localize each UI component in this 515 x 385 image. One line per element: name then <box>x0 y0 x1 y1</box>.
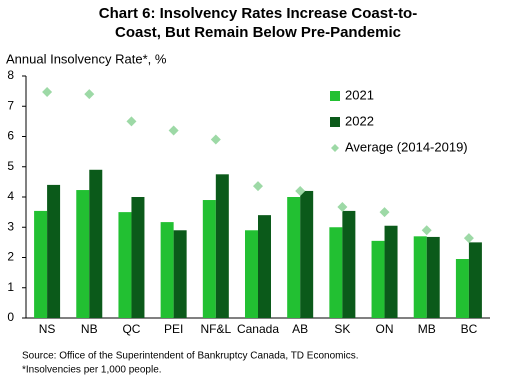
x-tick-label: SK <box>334 322 350 336</box>
bar <box>47 184 61 318</box>
x-tick-label: AB <box>292 322 308 336</box>
bar <box>89 169 103 318</box>
footnote: *Insolvencies per 1,000 people. <box>22 365 162 376</box>
x-tick-label: PEI <box>164 322 183 336</box>
legend-label: 2022 <box>345 113 374 128</box>
bar <box>34 210 48 318</box>
y-tick-label: 5 <box>7 159 14 173</box>
bar <box>76 190 90 318</box>
y-tick-label: 6 <box>7 129 14 143</box>
average-marker <box>337 201 348 212</box>
y-tick-label: 3 <box>7 219 14 233</box>
average-marker <box>379 207 390 218</box>
bar <box>245 230 258 318</box>
average-marker <box>463 233 474 244</box>
legend-label: 2021 <box>345 87 374 102</box>
average-marker <box>210 134 221 145</box>
bar <box>371 240 385 318</box>
bar <box>118 212 132 318</box>
bar <box>160 222 174 318</box>
x-tick-label: ON <box>376 322 394 336</box>
bar <box>413 236 427 318</box>
bar <box>215 174 229 318</box>
y-axis-label: Annual Insolvency Rate*, % <box>6 51 167 66</box>
y-tick-label: 0 <box>7 310 14 324</box>
chart-title: Chart 6: Insolvency Rates Increase Coast… <box>99 5 417 22</box>
x-tick-label: QC <box>122 322 140 336</box>
bar <box>455 259 469 318</box>
bar <box>258 215 271 318</box>
average-marker <box>295 185 306 196</box>
legend-marker <box>331 144 339 152</box>
bar <box>384 225 398 318</box>
bar <box>300 190 314 318</box>
average-marker <box>253 181 263 192</box>
x-tick-label: Canada <box>237 322 279 336</box>
x-tick-label: NF&L <box>200 322 231 336</box>
x-tick-label: BC <box>461 322 478 336</box>
bar <box>329 227 343 318</box>
bar <box>426 236 440 318</box>
legend-swatch <box>330 91 340 101</box>
bar <box>173 230 187 318</box>
y-tick-label: 1 <box>7 280 14 294</box>
bar <box>287 197 301 318</box>
y-tick-label: 8 <box>7 68 14 82</box>
legend-label: Average (2014-2019) <box>345 139 468 154</box>
average-marker <box>84 89 95 100</box>
average-marker <box>168 125 179 136</box>
x-tick-label: NB <box>81 322 98 336</box>
y-tick-label: 4 <box>7 189 14 203</box>
legend-swatch <box>330 117 340 127</box>
bar <box>202 200 216 318</box>
x-tick-label: MB <box>418 322 436 336</box>
bar <box>342 210 356 318</box>
bar <box>131 197 145 318</box>
average-marker <box>42 87 53 98</box>
y-tick-label: 7 <box>7 98 14 112</box>
x-tick-label: NS <box>39 322 56 336</box>
chart-title: Coast, But Remain Below Pre-Pandemic <box>115 24 401 41</box>
bar <box>468 242 482 318</box>
average-marker <box>421 225 432 236</box>
average-marker <box>126 116 137 127</box>
source-note: Source: Office of the Superintendent of … <box>22 351 358 362</box>
y-tick-label: 2 <box>7 250 14 264</box>
